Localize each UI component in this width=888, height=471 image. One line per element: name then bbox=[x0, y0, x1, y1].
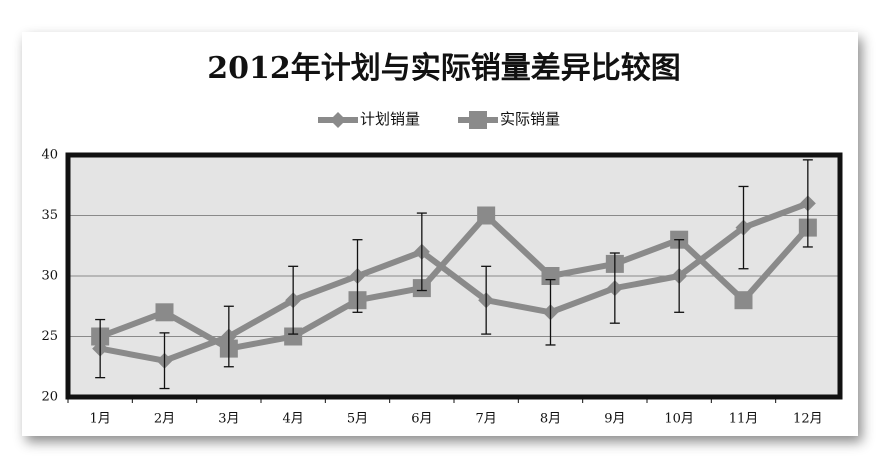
legend-label: 实际销量 bbox=[500, 110, 560, 128]
data-point bbox=[284, 327, 303, 346]
x-tick-label: 10月 bbox=[664, 412, 694, 427]
error-bar bbox=[674, 239, 685, 313]
x-tick-label: 2月 bbox=[154, 412, 175, 427]
x-tick-label: 11月 bbox=[729, 412, 759, 427]
x-tick-label: 1月 bbox=[90, 412, 111, 427]
data-point bbox=[541, 267, 560, 285]
y-tick-label: 35 bbox=[41, 208, 58, 223]
x-tick-label: 12月 bbox=[793, 412, 823, 427]
x-tick-label: 6月 bbox=[411, 412, 432, 427]
error-bar bbox=[738, 185, 749, 270]
y-tick-label: 30 bbox=[41, 269, 58, 284]
error-bar bbox=[95, 318, 106, 379]
error-bar bbox=[416, 212, 427, 292]
chart-title: 2012年计划与实际销量差异比较图 bbox=[207, 51, 681, 86]
error-bar bbox=[481, 265, 492, 335]
x-tick-label: 9月 bbox=[604, 412, 625, 427]
x-tick-label: 5月 bbox=[347, 412, 368, 427]
error-bar bbox=[609, 252, 620, 324]
error-bar bbox=[545, 278, 556, 346]
legend-marker bbox=[330, 112, 346, 128]
error-bar bbox=[802, 159, 813, 248]
plot-border bbox=[65, 152, 843, 400]
y-tick-label: 25 bbox=[41, 329, 58, 344]
y-tick-label: 20 bbox=[41, 390, 58, 405]
series-line bbox=[99, 212, 811, 352]
error-bar bbox=[223, 305, 234, 368]
x-tick-label: 8月 bbox=[540, 412, 561, 427]
data-point bbox=[734, 291, 753, 310]
legend-marker bbox=[469, 111, 487, 129]
error-bar bbox=[352, 239, 363, 313]
x-tick-label: 4月 bbox=[283, 412, 304, 427]
y-tick-label: 40 bbox=[41, 148, 58, 163]
legend-label: 计划销量 bbox=[360, 110, 420, 128]
x-tick-label: 7月 bbox=[476, 412, 497, 427]
data-point bbox=[155, 303, 174, 322]
x-tick-label: 3月 bbox=[218, 412, 239, 427]
error-bar bbox=[288, 265, 299, 335]
error-bar bbox=[159, 332, 170, 390]
data-point bbox=[477, 206, 496, 225]
